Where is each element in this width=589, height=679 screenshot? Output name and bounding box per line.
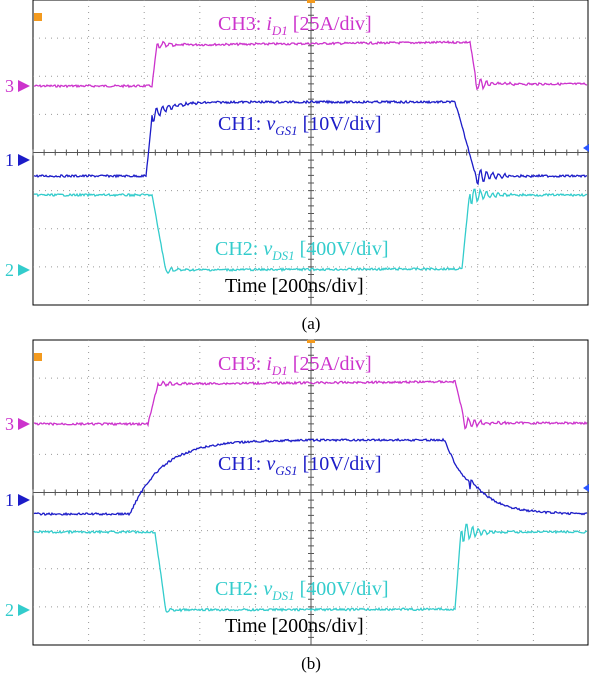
time-label: Time [200ns/div] — [225, 615, 364, 637]
channel-marker-label: 2 — [5, 260, 14, 280]
label-prefix: CH2: — [215, 578, 263, 600]
label-subscript: GS1 — [275, 463, 297, 478]
label-prefix: CH1: — [218, 453, 266, 475]
channel-label: CH2: vDS1 [400V/div] — [215, 578, 389, 603]
trigger-icon — [34, 353, 42, 361]
label-variable: v — [266, 113, 275, 135]
channel-marker-label: 2 — [5, 600, 14, 620]
trigger-icon — [34, 13, 42, 21]
channel-marker-label: 1 — [5, 150, 14, 170]
label-prefix: CH3: — [218, 353, 266, 375]
label-prefix: CH3: — [218, 13, 266, 35]
trigger-pos — [307, 340, 315, 343]
label-prefix: CH1: — [218, 113, 266, 135]
label-prefix: CH2: — [215, 238, 263, 260]
channel-marker-label: 3 — [5, 76, 14, 96]
channel-marker-label: 3 — [5, 414, 14, 434]
channel-label: CH1: vGS1 [10V/div] — [218, 113, 382, 138]
label-suffix: [400V/div] — [295, 578, 389, 600]
channel-label: CH3: iD1 [25A/div] — [218, 13, 372, 38]
channel-marker — [18, 494, 30, 506]
label-suffix: [10V/div] — [298, 113, 382, 135]
label-subscript: D1 — [271, 363, 288, 378]
channel-label: CH3: iD1 [25A/div] — [218, 353, 372, 378]
panel-caption: (b) — [301, 654, 321, 673]
label-subscript: D1 — [271, 23, 288, 38]
panel-caption: (a) — [302, 314, 321, 333]
channel-marker — [18, 154, 30, 166]
label-suffix: [400V/div] — [295, 238, 389, 260]
channel-marker-label: 1 — [5, 490, 14, 510]
label-suffix: [25A/div] — [288, 353, 372, 375]
label-suffix: [25A/div] — [288, 13, 372, 35]
channel-marker — [18, 604, 30, 616]
label-variable: v — [263, 238, 272, 260]
time-label: Time [200ns/div] — [225, 275, 364, 297]
channel-label: CH2: vDS1 [400V/div] — [215, 238, 389, 263]
label-suffix: [10V/div] — [298, 453, 382, 475]
label-subscript: GS1 — [275, 123, 297, 138]
label-variable: v — [263, 578, 272, 600]
figure: 312CH3: iD1 [25A/div]CH1: vGS1 [10V/div]… — [0, 0, 589, 679]
channel-label: CH1: vGS1 [10V/div] — [218, 453, 382, 478]
label-subscript: DS1 — [271, 588, 294, 603]
trigger-pos — [307, 0, 315, 3]
channel-marker — [18, 418, 30, 430]
channel-marker — [18, 80, 30, 92]
label-variable: v — [266, 453, 275, 475]
channel-marker — [18, 264, 30, 276]
label-subscript: DS1 — [271, 248, 294, 263]
